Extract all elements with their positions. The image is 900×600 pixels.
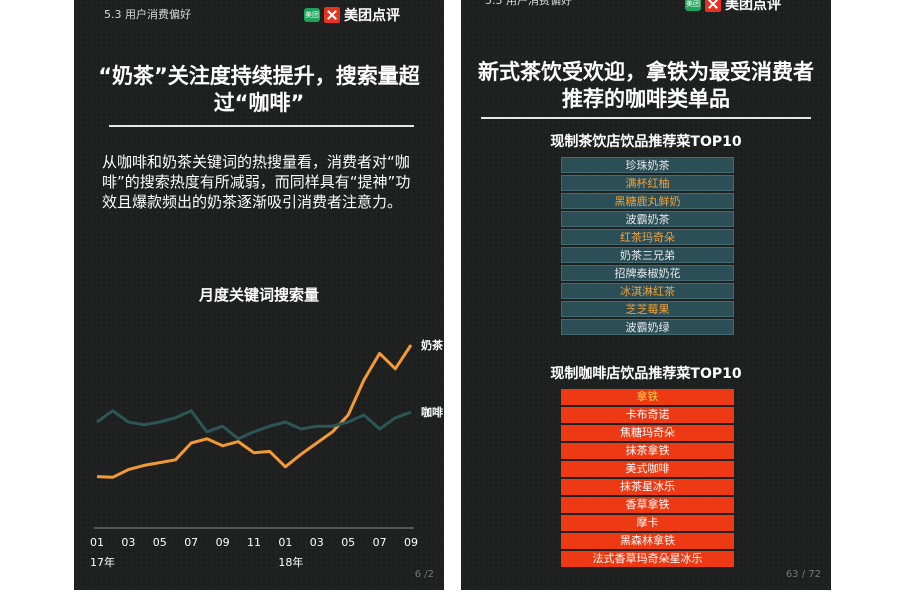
x-tick-label: 03 [121, 536, 135, 549]
tea-list-item: 黑糖鹿丸鲜奶 [561, 193, 734, 209]
tea-list-item: 满杯红柚 [561, 175, 734, 191]
x-year-label: 17年 [90, 555, 115, 569]
coffee-list-item: 焦糖玛奇朵 [561, 425, 734, 441]
x-year-label: 18年 [278, 555, 303, 569]
coffee-list-item: 抹茶星冰乐 [561, 479, 734, 495]
x-tick-label: 03 [310, 536, 324, 549]
section-label: 5.3 用户消费偏好 [104, 8, 191, 21]
coffee-list-item: 美式咖啡 [561, 461, 734, 477]
chart-title: 月度关键词搜索量 [198, 286, 319, 304]
x-tick-label: 09 [216, 536, 230, 549]
brand-name: 美团点评 [344, 8, 400, 24]
title-divider [481, 117, 811, 119]
series-line-milk-tea [96, 344, 413, 479]
brand-name: 美团点评 [725, 0, 781, 13]
coffee-list-item: 法式香草玛奇朵星冰乐 [561, 551, 734, 567]
series-label: 咖啡 [421, 405, 443, 419]
tea-list-title: 现制茶饮店饮品推荐菜TOP10 [550, 134, 742, 150]
coffee-list-title: 现制咖啡店饮品推荐菜TOP10 [550, 366, 742, 382]
tea-list-item: 招牌泰椒奶花 [561, 265, 734, 281]
x-tick-label: 09 [404, 536, 418, 549]
series-label: 奶茶 [421, 338, 444, 352]
meituan-icon: 美团 [685, 0, 701, 11]
dianping-icon [324, 7, 340, 23]
right-slide: 5.3 用户消费偏好 美团 美团点评 新式茶饮受欢迎，拿铁为最受消费者推荐的咖啡… [461, 0, 831, 590]
tea-list-item: 芝芝莓果 [561, 301, 734, 317]
brand-logo: 美团 美团点评 [685, 0, 781, 14]
series-line-coffee [96, 409, 412, 441]
x-tick-label: 11 [247, 536, 261, 549]
page-number: 63 / 72 [785, 569, 821, 580]
tea-list-item: 珍珠奶茶 [561, 157, 734, 173]
x-tick-label: 05 [153, 536, 167, 549]
x-tick-label: 07 [373, 536, 387, 549]
x-tick-label: 01 [278, 536, 292, 549]
tea-list-item: 红茶玛奇朵 [561, 229, 734, 245]
meituan-icon: 美团 [304, 8, 320, 22]
coffee-list-item: 抹茶拿铁 [561, 443, 734, 459]
title-divider [109, 125, 414, 127]
section-label: 5.3 用户消费偏好 [485, 0, 572, 7]
tea-list-item: 冰淇淋红茶 [561, 283, 734, 299]
x-tick-label: 05 [341, 536, 355, 549]
coffee-list-item: 卡布奇诺 [561, 407, 734, 423]
description-paragraph: 从咖啡和奶茶关键词的热搜量看，消费者对“咖啡”的搜索热度有所减弱，而同样具有“提… [102, 153, 411, 211]
tea-top10-list: 珍珠奶茶满杯红柚黑糖鹿丸鲜奶 波霸奶茶红茶玛奇朵奶茶三兄弟招牌泰椒奶花 冰淇淋红茶芝… [561, 157, 734, 337]
brand-logo: 美团 美团点评 [304, 5, 400, 25]
coffee-list-item: 摩卡 [561, 515, 734, 531]
slide-title: “奶茶”关注度持续提升，搜索量超过“咖啡” [98, 64, 420, 115]
tea-list-item: 波霸奶茶 [561, 211, 734, 227]
x-tick-label: 07 [184, 536, 198, 549]
coffee-list-item: 拿铁 [561, 389, 734, 405]
page-number: 6 /2 [414, 569, 434, 580]
tea-list-item: 奶茶三兄弟 [561, 247, 734, 263]
left-slide: 5.3 用户消费偏好 美团 美团点评 “奶茶”关注度持续提升，搜索量超过“咖啡”… [74, 0, 444, 590]
coffee-top10-list: 拿铁卡布奇诺焦糖玛奇朵抹茶拿铁美式咖啡抹茶星冰乐香草拿铁摩卡黑森林拿铁法式香草玛… [561, 389, 734, 569]
coffee-list-item: 香草拿铁 [561, 497, 734, 513]
slide-title: 新式茶饮受欢迎，拿铁为最受消费者推荐的咖啡类单品 [478, 60, 814, 111]
tea-list-item: 波霸奶绿 [561, 319, 734, 335]
x-tick-label: 01 [90, 536, 104, 549]
dianping-icon [705, 0, 721, 12]
coffee-list-item: 黑森林拿铁 [561, 533, 734, 549]
